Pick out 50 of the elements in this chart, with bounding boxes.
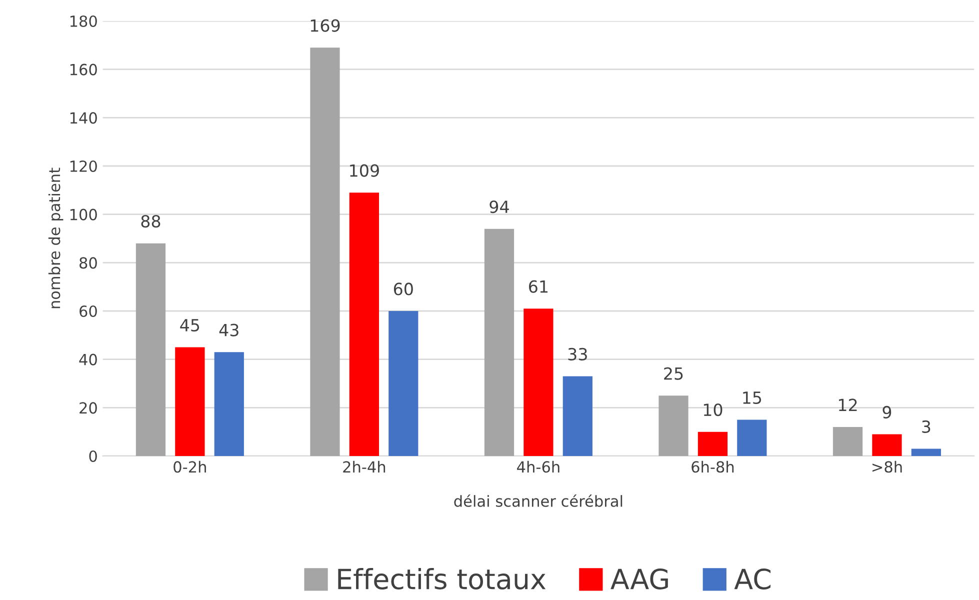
legend-label: AAG — [610, 568, 668, 590]
data-label: 88 — [141, 214, 160, 228]
y-tick-label: 20 — [80, 402, 97, 414]
data-label: 33 — [568, 348, 587, 361]
legend-label: Effectifs totaux — [338, 568, 546, 590]
y-tick-label: 0 — [89, 450, 97, 462]
bar — [658, 396, 688, 456]
x-tick-label: >8h — [872, 460, 902, 473]
y-tick-label: 40 — [79, 354, 97, 366]
bar — [349, 192, 379, 456]
data-label: 94 — [490, 200, 509, 214]
bar — [737, 420, 767, 456]
data-label: 109 — [350, 164, 379, 177]
bar — [911, 448, 941, 456]
data-label: 10 — [704, 403, 722, 416]
x-tick-label: 6h-8h — [692, 460, 734, 473]
data-label: 25 — [664, 367, 683, 380]
data-label: 61 — [529, 280, 548, 293]
y-tick-label: 180 — [70, 15, 97, 28]
y-tick-label: 100 — [70, 208, 97, 220]
bar — [524, 308, 554, 456]
x-tick-label: 0-2h — [174, 460, 206, 473]
x-tick-label: 2h-4h — [343, 460, 386, 472]
data-label: 169 — [310, 19, 340, 32]
bar — [562, 376, 592, 456]
data-label: 45 — [180, 319, 200, 332]
legend-label: AC — [734, 568, 770, 590]
bar — [310, 48, 340, 456]
y-tick-label: 160 — [70, 64, 97, 76]
bar — [872, 434, 902, 456]
data-label: 15 — [743, 392, 762, 404]
bar — [175, 347, 205, 456]
data-label: 12 — [838, 398, 857, 412]
y-axis-title: nombre de patient — [48, 168, 64, 308]
y-tick-label: 140 — [70, 112, 97, 124]
bar — [214, 352, 244, 456]
data-label: 43 — [219, 324, 238, 336]
y-tick-label: 120 — [70, 160, 97, 172]
data-label: 9 — [882, 406, 892, 419]
bar — [484, 228, 514, 456]
bar — [136, 243, 166, 456]
data-label: 60 — [394, 282, 413, 296]
data-label: 3 — [922, 420, 930, 434]
y-tick-label: 60 — [80, 305, 97, 318]
x-axis-title: délai scanner cérébral — [454, 494, 622, 507]
bar — [388, 311, 418, 456]
bar — [832, 427, 863, 456]
y-tick-label: 80 — [80, 257, 97, 269]
x-tick-label: 4h-6h — [517, 460, 560, 473]
bar — [698, 432, 728, 456]
